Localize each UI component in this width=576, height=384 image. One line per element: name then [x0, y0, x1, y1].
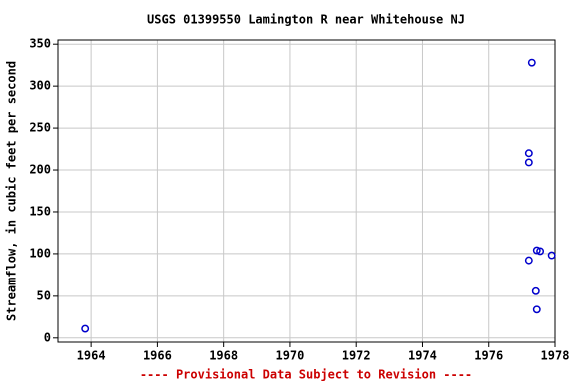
plot-frame: [57, 39, 556, 343]
x-tick-label: 1976: [474, 349, 503, 363]
data-point: [531, 286, 540, 295]
x-tick-label: 1968: [209, 349, 238, 363]
y-tick-label: 50: [37, 288, 51, 302]
y-tick-label: 350: [29, 37, 51, 51]
y-tick-label: 200: [29, 163, 51, 177]
x-tick-label: 1970: [275, 349, 304, 363]
y-tick-label: 250: [29, 121, 51, 135]
footer-note: ---- Provisional Data Subject to Revisio…: [140, 368, 472, 382]
chart-title: USGS 01399550 Lamington R near Whitehous…: [147, 13, 465, 27]
data-point: [524, 256, 533, 265]
data-point: [527, 58, 536, 67]
data-point: [532, 305, 541, 314]
y-tick-label: 300: [29, 79, 51, 93]
y-axis-label: Streamflow, in cubic feet per second: [5, 61, 19, 321]
data-point: [532, 246, 541, 255]
x-tick-label: 1972: [342, 349, 371, 363]
data-point: [547, 251, 556, 260]
y-tick-label: 150: [29, 204, 51, 218]
data-point: [524, 149, 533, 158]
data-point: [536, 247, 545, 256]
x-tick-label: 1978: [541, 349, 570, 363]
data-point: [524, 158, 533, 167]
x-tick-label: 1964: [77, 349, 106, 363]
x-tick-label: 1974: [408, 349, 437, 363]
y-tick-label: 100: [29, 246, 51, 260]
data-point: [81, 324, 90, 333]
y-tick-label: 0: [44, 330, 51, 344]
x-tick-label: 1966: [143, 349, 172, 363]
